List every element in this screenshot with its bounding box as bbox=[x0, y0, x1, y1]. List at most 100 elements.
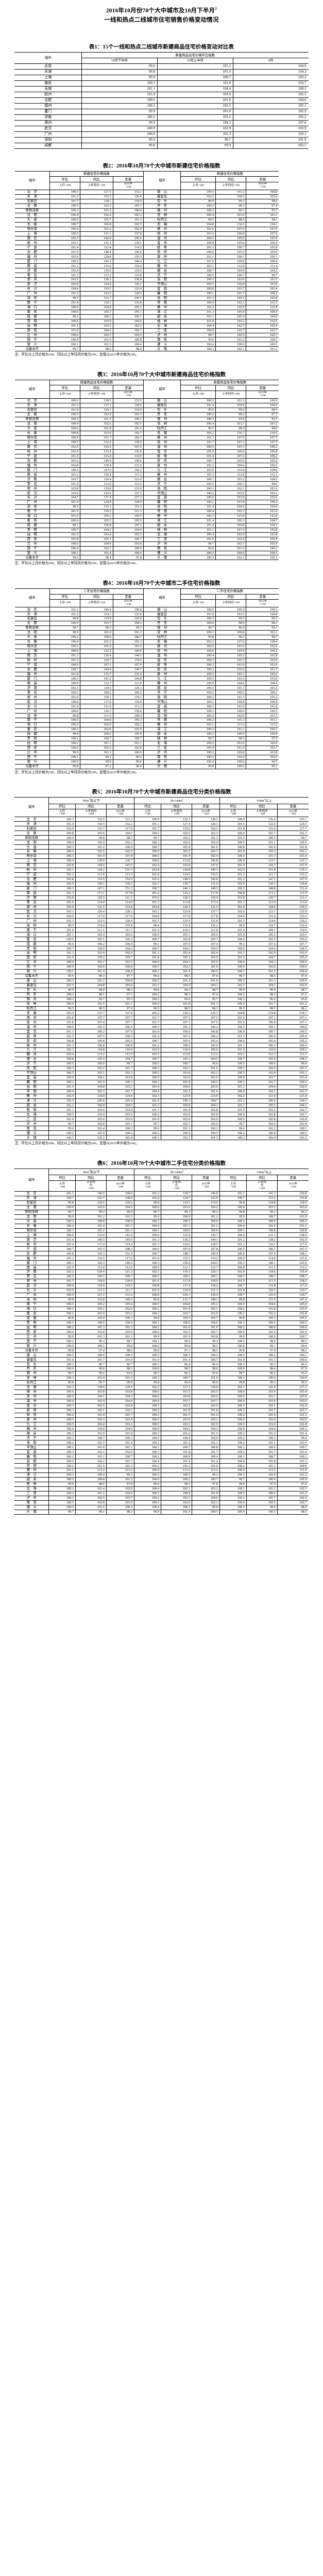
table-row: 海 口 101.0 105.2 105.5 惠 州 102.3 123.9 123.9 bbox=[14, 513, 309, 519]
table6-value: 116.2 bbox=[191, 1256, 220, 1261]
table-row: 郑 州 103.9 131.5 133.4 103.8 129.3 131.5 103.4 12… bbox=[14, 904, 309, 910]
table2-value-right: 101.5 bbox=[246, 277, 279, 283]
table6-value: 100.3 bbox=[219, 1504, 247, 1510]
table6-value: 117.4 bbox=[160, 1283, 192, 1289]
table6-value: 103.4 bbox=[75, 1421, 107, 1427]
table4-header-db-left: 定基 bbox=[112, 594, 144, 600]
table-row: 银 川 100.1 101.4 100.4 100.1 101.4 100.5 100.1 10… bbox=[14, 969, 309, 974]
table5-value: 105.2 bbox=[160, 1056, 192, 1062]
table6-value: 98.3 bbox=[191, 1348, 220, 1353]
table3-base-tb-right: 上年同月=100 bbox=[215, 390, 247, 399]
table6-value: 101.2 bbox=[191, 1223, 220, 1229]
table6-value: 102.1 bbox=[219, 1384, 247, 1390]
table2-value-left: 112.4 bbox=[80, 245, 113, 250]
table-row: 杭州 101.0 103.0 105.5 bbox=[14, 91, 309, 98]
table6-city: 杭 州 bbox=[14, 1242, 49, 1247]
table-row: 济 宁 100.5 100.8 99.7 100.5 100.7 99.6 100.5 100.… bbox=[14, 1061, 309, 1066]
table5-value: 101.3 bbox=[191, 1135, 220, 1141]
table6-value: 100.1 bbox=[219, 1495, 247, 1501]
table6-value: 101.4 bbox=[75, 1223, 107, 1229]
table1-city: 合肥 bbox=[14, 97, 82, 104]
table6-value: 100.9 bbox=[191, 1228, 220, 1233]
table5-value: 102.3 bbox=[277, 831, 309, 836]
table-row: 南 昌 101.1 115.6 116.4 赣 州 103.1 112.0 111.4 bbox=[14, 263, 309, 269]
table4-city-right: 北 海 bbox=[143, 740, 181, 746]
table-row: 北 京 100.3 119.5 121.2 100.9 132.3 138.5 100.4 13… bbox=[14, 817, 309, 822]
table4-value-right: 101.3 bbox=[215, 718, 247, 723]
table2-value-left: 145.5 bbox=[80, 259, 113, 264]
table4-value-right: 100.5 bbox=[180, 607, 216, 613]
table3-value-right: 100.5 bbox=[180, 490, 216, 496]
table5-value: 95.3 bbox=[106, 996, 134, 1002]
table2-city-left: 广 州 bbox=[14, 291, 50, 296]
table-row: 杭 州 103.1 131.3 134.1 金 华 100.9 105.6 106.4 bbox=[14, 240, 309, 246]
table5-value: 101.8 bbox=[48, 1020, 76, 1025]
table5-value: 99.6 bbox=[277, 1061, 309, 1066]
table5-value: 103.1 bbox=[133, 909, 161, 914]
table6-value: 112.2 bbox=[277, 1265, 309, 1270]
table6-value: 100.3 bbox=[133, 1362, 161, 1367]
table6-value: 97.4 bbox=[75, 1348, 107, 1353]
table5-value: 147.4 bbox=[277, 862, 309, 868]
table3-city-left: 上 海 bbox=[14, 439, 50, 445]
table5-value: 106.6 bbox=[75, 1098, 107, 1104]
table3-value-right: 100.4 bbox=[180, 509, 216, 514]
table5-city: 唐 山 bbox=[14, 978, 49, 984]
table2-city-right: 韶 关 bbox=[143, 314, 181, 319]
table5-value: 131.0 bbox=[191, 918, 220, 924]
table3-value-left: 117.4 bbox=[80, 495, 113, 501]
table5-value: 117.0 bbox=[106, 913, 134, 919]
table6-value: 99.9 bbox=[133, 1509, 161, 1515]
table4-city-left: 沈 阳 bbox=[14, 630, 50, 635]
table-row: 赣 州 100.9 104.8 104.6 100.9 104.5 104.3 100.9 10… bbox=[14, 1426, 309, 1432]
table-row: 南 京 102.3 142.0 145.6 温 州 100.5 105.0 105.9 bbox=[14, 235, 309, 241]
table3-city-right: 牡丹江 bbox=[143, 426, 181, 431]
table-row: 昆 明 100.2 101.1 101.1 北 海 100.2 101.6 102.9 bbox=[14, 740, 309, 746]
table3-value-left: 100.9 bbox=[112, 546, 144, 551]
table5-value: 98.1 bbox=[277, 1006, 309, 1011]
table6-value: 101.3 bbox=[75, 1325, 107, 1330]
table5-value: 102.2 bbox=[160, 964, 192, 970]
table4-value-left: 112.9 bbox=[112, 681, 144, 686]
table4-city-left: 西 安 bbox=[14, 745, 50, 751]
table5-value: 111.1 bbox=[75, 927, 107, 933]
table-row: 扬 州 101.8 107.7 107.7 101.7 107.5 107.5 101.6 10… bbox=[14, 1015, 309, 1021]
table6-value: 101.1 bbox=[75, 1454, 107, 1460]
table-row: 韶 关 100.5 100.8 101.2 100.0 100.2 100.7 99.7 100… bbox=[14, 1477, 309, 1482]
table2-value-left: 102.3 bbox=[80, 203, 113, 209]
table-row: 济 南 102.1 119.5 120.3 烟 台 100.3 101.7 101.6 bbox=[14, 685, 309, 691]
table5-value: 104.8 bbox=[75, 1084, 107, 1090]
table5-value: 102.9 bbox=[48, 881, 76, 887]
table6-value: 102.0 bbox=[160, 1500, 192, 1505]
table1-title: 表1：15个一线和热点二线城市新建商品住宅价格变动对比表 bbox=[89, 44, 234, 50]
table6-value: 102.8 bbox=[75, 1329, 107, 1335]
table2-value-left: 131.7 bbox=[80, 295, 113, 301]
table-row: 西 宁 100.4 101.9 100.8 南 充 99.6 101.2 100.1 bbox=[14, 337, 309, 343]
table5-value: 100.5 bbox=[219, 1061, 247, 1066]
table5-value: 100.3 bbox=[48, 996, 76, 1002]
table5-value: 105.0 bbox=[106, 1098, 134, 1104]
table-row: 广 州 101.4 124.8 129.9 襄 阳 100.1 101.8 100.2 bbox=[14, 500, 309, 505]
table6-value: 131.7 bbox=[160, 1297, 192, 1302]
table6-value: 100.2 bbox=[219, 1440, 247, 1446]
table3-header-tb-left: 同比 bbox=[80, 385, 113, 391]
table3-value-left: 104.4 bbox=[112, 527, 144, 533]
table6-value: 101.4 bbox=[277, 1431, 309, 1436]
table2-city-right: 平顶山 bbox=[143, 282, 181, 287]
table5-value: 110.0 bbox=[106, 1047, 134, 1053]
table1-value: 99.8 bbox=[81, 69, 158, 75]
table6-value: 98.6 bbox=[106, 1348, 134, 1353]
table2-city-left: 西 宁 bbox=[14, 337, 50, 343]
table5-value: 100.0 bbox=[219, 959, 247, 965]
table6-value: 138.2 bbox=[246, 1237, 278, 1243]
table2-value-left: 112.8 bbox=[112, 273, 144, 278]
table3-value-right: 102.7 bbox=[215, 541, 247, 547]
table6-value: 111.9 bbox=[277, 1468, 309, 1473]
table4-value-left: 99.7 bbox=[49, 625, 81, 631]
table4-value-left: 104.9 bbox=[80, 718, 113, 723]
table3-value-right: 95.9 bbox=[215, 416, 247, 422]
table2-city-left: 南 京 bbox=[14, 235, 50, 241]
table4-value-right: 102.0 bbox=[215, 713, 247, 719]
table4-value-right: 103.2 bbox=[246, 671, 279, 677]
table-row: 包 头 100.3 96.7 96.7 100.3 96.4 96.4 100.3 96.3 96… bbox=[14, 1362, 309, 1367]
